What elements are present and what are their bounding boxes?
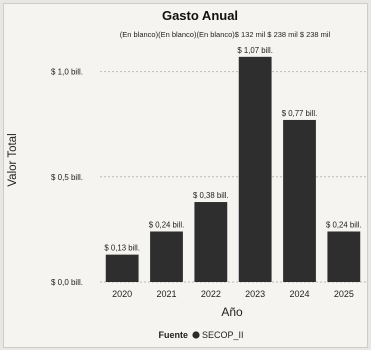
y-tick-label: $ 0,5 bill. xyxy=(51,173,83,182)
data-label: $ 0,24 bill. xyxy=(149,220,185,229)
legend-item-label: SECOP_II xyxy=(202,330,244,340)
x-tick-label: 2024 xyxy=(289,289,309,299)
top-annotation: (En blanco)(En blanco)(En blanco)$ 132 m… xyxy=(120,30,331,39)
y-tick-labels: $ 0,0 bill. $ 0,5 bill. $ 1,0 bill. xyxy=(51,68,83,287)
legend-swatch xyxy=(192,331,200,339)
bar-2025 xyxy=(327,231,361,282)
x-tick-label: 2020 xyxy=(112,289,132,299)
gridlines xyxy=(100,71,366,283)
x-axis-label: Año xyxy=(221,305,243,319)
data-label: $ 0,24 bill. xyxy=(326,220,362,229)
data-label: $ 1,07 bill. xyxy=(237,46,273,55)
data-label: $ 0,38 bill. xyxy=(193,191,229,200)
x-tick-label: 2023 xyxy=(245,289,265,299)
legend-title: Fuente xyxy=(158,330,188,340)
y-tick-label: $ 1,0 bill. xyxy=(51,68,83,77)
bar-2020 xyxy=(105,254,139,282)
y-axis-label: Valor Total xyxy=(7,133,19,186)
x-tick-label: 2021 xyxy=(156,289,176,299)
bar-2021 xyxy=(150,231,183,282)
bar-2022 xyxy=(194,202,228,282)
legend: Fuente SECOP_II xyxy=(158,330,243,340)
x-tick-labels: 2020 2021 2022 2023 2024 2025 xyxy=(112,289,354,299)
x-tick-label: 2025 xyxy=(334,289,354,299)
x-tick-label: 2022 xyxy=(201,289,221,299)
bar-2024 xyxy=(283,119,316,283)
bars: $ 0,13 bill. $ 0,24 bill. $ 0,38 bill. $ 1,… xyxy=(104,46,362,283)
bar-2023 xyxy=(238,56,272,283)
y-tick-label: $ 0,0 bill. xyxy=(51,278,83,287)
data-label: $ 0,77 bill. xyxy=(282,109,318,118)
data-label: $ 0,13 bill. xyxy=(104,244,140,253)
chart-title: Gasto Anual xyxy=(162,8,238,23)
